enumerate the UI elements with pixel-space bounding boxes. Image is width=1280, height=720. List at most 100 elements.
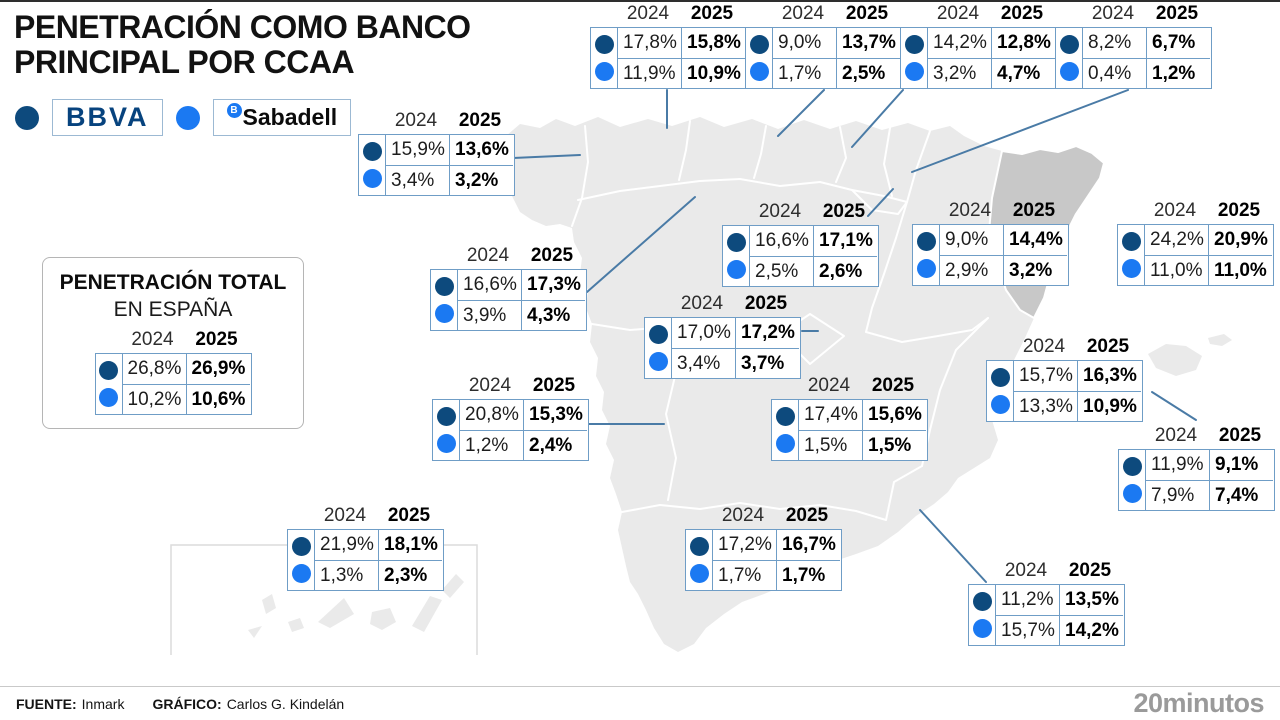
- bank-dots: [288, 530, 314, 590]
- year-2024-label: 2024: [936, 3, 980, 24]
- region-callout: 2024 2025 15,7% 16,3% 13,3% 10,9%: [986, 336, 1143, 422]
- year-2024-label: 2024: [626, 3, 670, 24]
- bank-dots: [772, 400, 798, 460]
- bbva-2024-value: 17,0%: [671, 318, 735, 348]
- year-2025-label: 2025: [387, 505, 431, 526]
- year-2025-label: 2025: [1086, 336, 1130, 357]
- sabadell-2025-value: 7,4%: [1209, 480, 1273, 510]
- region-data-table: 9,0% 14,4% 2,9% 3,2%: [912, 224, 1069, 286]
- sabadell-2024-value: 2,9%: [939, 255, 1003, 285]
- sabadell-2024-value: 1,5%: [798, 430, 862, 460]
- region-callout: 2024 2025 8,2% 6,7% 0,4% 1,2%: [1055, 3, 1212, 89]
- sabadell-2025-value: 4,7%: [991, 58, 1055, 88]
- bbva-2024-value: 15,9%: [385, 135, 449, 165]
- region-data-table: 9,0% 13,7% 1,7% 2,5%: [745, 27, 902, 89]
- bbva-2024-value: 17,8%: [617, 28, 681, 58]
- total-sabadell-2025-value: 10,6%: [185, 384, 250, 414]
- region-callout: 2024 2025 11,2% 13,5% 15,7% 14,2%: [968, 560, 1125, 646]
- sabadell-dot-icon: [594, 61, 614, 81]
- region-data-table: 16,6% 17,1% 2,5% 2,6%: [722, 225, 879, 287]
- bank-dots: [645, 318, 671, 378]
- sabadell-2025-value: 3,2%: [1003, 255, 1067, 285]
- year-2024-label: 2024: [323, 505, 367, 526]
- bbva-dot-icon: [972, 592, 992, 612]
- leader-lines: [512, 89, 1197, 583]
- region-callout: 2024 2025 16,6% 17,1% 2,5% 2,6%: [722, 201, 879, 287]
- region-data-table: 8,2% 6,7% 0,4% 1,2%: [1055, 27, 1212, 89]
- year-headers: 2024 2025: [912, 200, 1069, 222]
- bank-dots: [746, 28, 772, 88]
- region-data-table: 24,2% 20,9% 11,0% 11,0%: [1117, 224, 1274, 286]
- bbva-dot-icon: [1122, 457, 1142, 477]
- twentyminutos-logo: 20minutos: [1133, 688, 1264, 718]
- total-data-table: 26,8% 26,9% 10,2% 10,6%: [94, 353, 252, 415]
- year-headers: 2024 2025: [644, 293, 801, 315]
- footer: FUENTE: Inmark GRÁFICO: Carlos G. Kindel…: [0, 686, 1280, 720]
- bbva-2024-value: 17,2%: [712, 530, 776, 560]
- bank-dots: [913, 225, 939, 285]
- bank-dots: [431, 270, 457, 330]
- region-callout: 2024 2025 14,2% 12,8% 3,2% 4,7%: [900, 3, 1057, 89]
- year-2024-label: 2024: [394, 110, 438, 131]
- year-2024-label: 2024: [758, 201, 802, 222]
- bbva-2025-value: 16,3%: [1077, 361, 1141, 391]
- sabadell-dot-icon: [972, 618, 992, 638]
- year-2024-label: 2024: [721, 505, 765, 526]
- sabadell-2025-value: 4,3%: [521, 300, 585, 330]
- year-headers: 2024 2025: [1117, 200, 1274, 222]
- sabadell-2025-value: 11,0%: [1208, 255, 1272, 285]
- bbva-2025-value: 12,8%: [991, 28, 1055, 58]
- bbva-2025-value: 16,7%: [776, 530, 840, 560]
- bbva-dot-icon: [436, 407, 456, 427]
- total-bbva-2024-value: 26,8%: [121, 354, 186, 384]
- bbva-dot-icon: [362, 142, 382, 162]
- sabadell-2025-value: 1,7%: [776, 560, 840, 590]
- year-2024-label: 2024: [680, 293, 724, 314]
- year-headers: 2024 2025: [432, 375, 589, 397]
- sabadell-2025-value: 2,4%: [523, 430, 587, 460]
- year-2025-label: 2025: [1155, 3, 1199, 24]
- source-value: Inmark: [81, 695, 125, 712]
- bbva-2024-value: 11,9%: [1145, 450, 1209, 480]
- year-headers: 2024 2025: [745, 3, 902, 25]
- year-2025-label: 2025: [532, 375, 576, 396]
- bbva-2025-value: 13,6%: [449, 135, 513, 165]
- bbva-2024-value: 16,6%: [457, 270, 521, 300]
- top-rule: [0, 0, 1280, 2]
- year-2025-label: 2025: [785, 505, 829, 526]
- bbva-2025-value: 18,1%: [378, 530, 442, 560]
- bbva-2025-value: 17,2%: [735, 318, 799, 348]
- bbva-2024-value: 8,2%: [1082, 28, 1146, 58]
- sabadell-2025-value: 10,9%: [681, 58, 745, 88]
- bbva-2024-value: 15,7%: [1013, 361, 1077, 391]
- total-year-2024-label: 2024: [131, 329, 174, 350]
- year-headers: 2024 2025: [685, 505, 842, 527]
- bbva-dot-icon: [916, 232, 936, 252]
- region-data-table: 11,2% 13,5% 15,7% 14,2%: [968, 584, 1125, 646]
- sabadell-dot-icon: [990, 394, 1010, 414]
- bbva-2024-value: 17,4%: [798, 400, 862, 430]
- sabadell-dot-icon: [434, 303, 454, 323]
- sabadell-2024-value: 11,9%: [617, 58, 681, 88]
- sabadell-2025-value: 10,9%: [1077, 391, 1141, 421]
- region-callout: 2024 2025 11,9% 9,1% 7,9% 7,4%: [1118, 425, 1275, 511]
- year-headers: 2024 2025: [590, 3, 747, 25]
- sabadell-2024-value: 1,7%: [712, 560, 776, 590]
- sabadell-2024-value: 3,2%: [927, 58, 991, 88]
- total-box-title: PENETRACIÓN TOTAL: [59, 271, 287, 294]
- sabadell-dot-icon: [291, 563, 311, 583]
- region-callout: 2024 2025 15,9% 13,6% 3,4% 3,2%: [358, 110, 515, 196]
- year-2025-label: 2025: [822, 201, 866, 222]
- sabadell-2025-value: 2,3%: [378, 560, 442, 590]
- sabadell-logo: B Sabadell: [212, 99, 352, 136]
- region-data-table: 16,6% 17,3% 3,9% 4,3%: [430, 269, 587, 331]
- bbva-2025-value: 20,9%: [1208, 225, 1272, 255]
- bbva-2024-value: 14,2%: [927, 28, 991, 58]
- year-headers: 2024 2025: [358, 110, 515, 132]
- year-2025-label: 2025: [871, 375, 915, 396]
- bbva-dot-icon: [990, 368, 1010, 388]
- region-callout: 2024 2025 24,2% 20,9% 11,0% 11,0%: [1117, 200, 1274, 286]
- year-headers: 2024 2025: [430, 245, 587, 267]
- year-headers: 2024 2025: [771, 375, 928, 397]
